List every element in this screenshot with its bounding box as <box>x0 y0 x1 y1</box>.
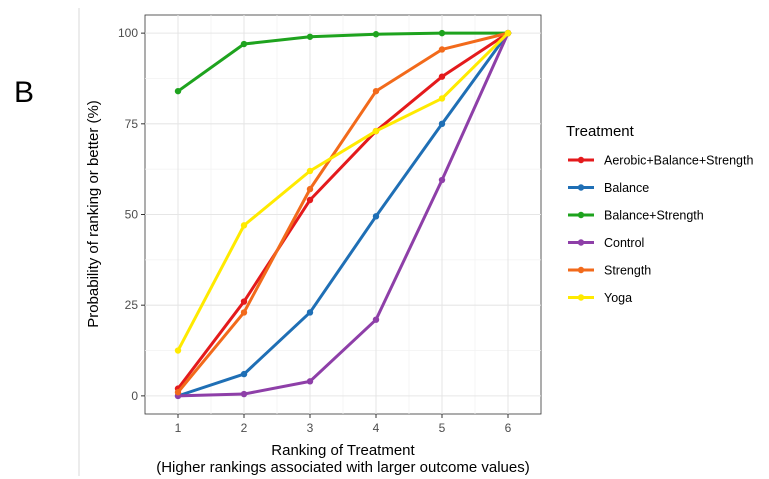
data-point-control <box>372 316 380 323</box>
legend: Treatment Aerobic+Balance+Strength Balanc… <box>566 123 753 305</box>
legend-key-point <box>577 184 585 191</box>
panel-label: B <box>14 76 34 109</box>
y-tick-label: 25 <box>125 298 139 312</box>
legend-item-balance: Balance <box>568 181 649 195</box>
legend-key-point <box>577 211 585 219</box>
series-line-balance <box>176 31 510 398</box>
data-point-strength <box>372 87 380 95</box>
x-axis-subtitle: (Higher rankings associated with larger … <box>156 459 530 476</box>
data-point-yoga <box>306 167 314 175</box>
series-line-balance-strength <box>176 31 510 93</box>
data-point-balance-strength <box>372 31 380 38</box>
series-line-yoga <box>176 31 510 353</box>
legend-item-strength: Strength <box>568 264 651 278</box>
legend-item-yoga: Yoga <box>568 291 632 305</box>
data-point-aerobic-balance-strength <box>306 196 314 204</box>
data-point-yoga <box>240 222 248 229</box>
data-point-strength <box>240 309 248 316</box>
data-point-balance <box>372 213 380 220</box>
x-axis-ticks: 1 2 3 4 5 6 <box>175 414 512 435</box>
y-axis-title: Probability of ranking or better (%) <box>85 100 102 328</box>
legend-label: Aerobic+Balance+Strength <box>604 154 753 168</box>
data-point-balance <box>438 120 446 128</box>
legend-item-control: Control <box>568 236 644 250</box>
data-point-control <box>438 176 446 184</box>
y-axis-ticks: 0 25 50 75 100 <box>118 26 145 403</box>
data-point-balance-strength <box>306 33 314 40</box>
x-tick-label: 1 <box>175 421 182 435</box>
series-layer <box>174 29 512 400</box>
x-tick-label: 2 <box>241 421 248 435</box>
legend-label: Yoga <box>604 291 632 305</box>
y-tick-label: 50 <box>125 208 139 222</box>
data-point-yoga <box>504 29 512 37</box>
data-point-yoga <box>438 95 446 102</box>
data-point-balance <box>306 309 314 316</box>
legend-label: Strength <box>604 264 651 278</box>
legend-key-point <box>577 156 585 164</box>
data-point-balance-strength <box>240 40 248 48</box>
legend-label: Control <box>604 236 644 250</box>
legend-item-aerobic-balance-strength: Aerobic+Balance+Strength <box>568 154 753 168</box>
y-tick-label: 75 <box>125 117 139 131</box>
legend-item-balance-strength: Balance+Strength <box>568 209 704 223</box>
x-tick-label: 3 <box>307 421 314 435</box>
y-tick-label: 0 <box>131 389 138 403</box>
series-line-strength <box>176 31 510 394</box>
x-tick-label: 4 <box>373 421 380 435</box>
data-point-yoga <box>174 347 182 354</box>
y-tick-label: 100 <box>118 26 138 40</box>
data-point-strength <box>306 185 314 193</box>
series-yoga <box>174 29 512 354</box>
data-point-yoga <box>372 127 380 135</box>
x-axis-title: Ranking of Treatment <box>271 442 415 459</box>
data-point-strength <box>174 389 182 396</box>
data-point-balance-strength <box>438 29 446 37</box>
legend-label: Balance <box>604 181 649 195</box>
legend-key-point <box>577 266 585 274</box>
data-point-strength <box>438 46 446 53</box>
x-tick-label: 5 <box>439 421 446 435</box>
data-point-aerobic-balance-strength <box>240 298 248 305</box>
series-line-aerobic-balance-strength <box>176 31 510 391</box>
data-point-balance-strength <box>174 87 182 95</box>
legend-title: Treatment <box>566 123 635 140</box>
legend-label: Balance+Strength <box>604 209 704 223</box>
data-point-balance <box>240 370 248 378</box>
data-point-aerobic-balance-strength <box>438 73 446 80</box>
series-line-control <box>176 31 510 398</box>
data-point-control <box>240 390 248 398</box>
legend-items: Aerobic+Balance+Strength Balance Balance+S… <box>568 154 753 305</box>
legend-key-point <box>577 294 585 301</box>
legend-key-point <box>577 239 585 246</box>
x-tick-label: 6 <box>505 421 512 435</box>
data-point-control <box>306 378 314 385</box>
